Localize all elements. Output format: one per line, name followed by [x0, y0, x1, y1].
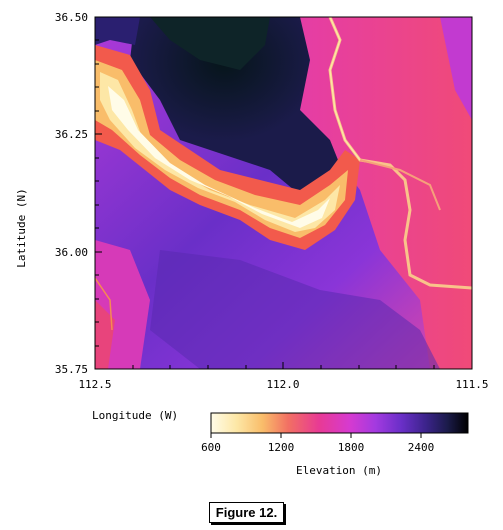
x-tick-label: 111.5	[455, 378, 488, 391]
y-tick-label: 36.25	[55, 128, 88, 141]
y-tick-label: 36.50	[55, 11, 88, 24]
y-tick-label: 36.00	[55, 246, 88, 259]
y-tick-label: 35.75	[55, 363, 88, 376]
x-tick-label: 112.5	[78, 378, 111, 391]
colorbar-tick-label: 600	[201, 441, 221, 454]
heatmap-image	[95, 17, 472, 369]
x-axis	[94, 362, 473, 369]
x-tick-label: 112.0	[266, 378, 299, 391]
y-axis	[95, 16, 102, 370]
x-axis-label: Longitude (W)	[92, 409, 178, 422]
y-axis-label: Latitude (N)	[15, 188, 28, 267]
colorbar-ticks	[210, 433, 422, 438]
colorbar-tick-label: 1800	[338, 441, 365, 454]
figure-caption: Figure 12.	[209, 502, 284, 523]
colorbar-label: Elevation (m)	[296, 464, 382, 477]
colorbar-tick-label: 2400	[408, 441, 435, 454]
plateau-region	[130, 17, 340, 195]
colorbar-tick-label: 1200	[268, 441, 295, 454]
canyon-band	[95, 45, 360, 250]
colorbar	[210, 412, 469, 434]
